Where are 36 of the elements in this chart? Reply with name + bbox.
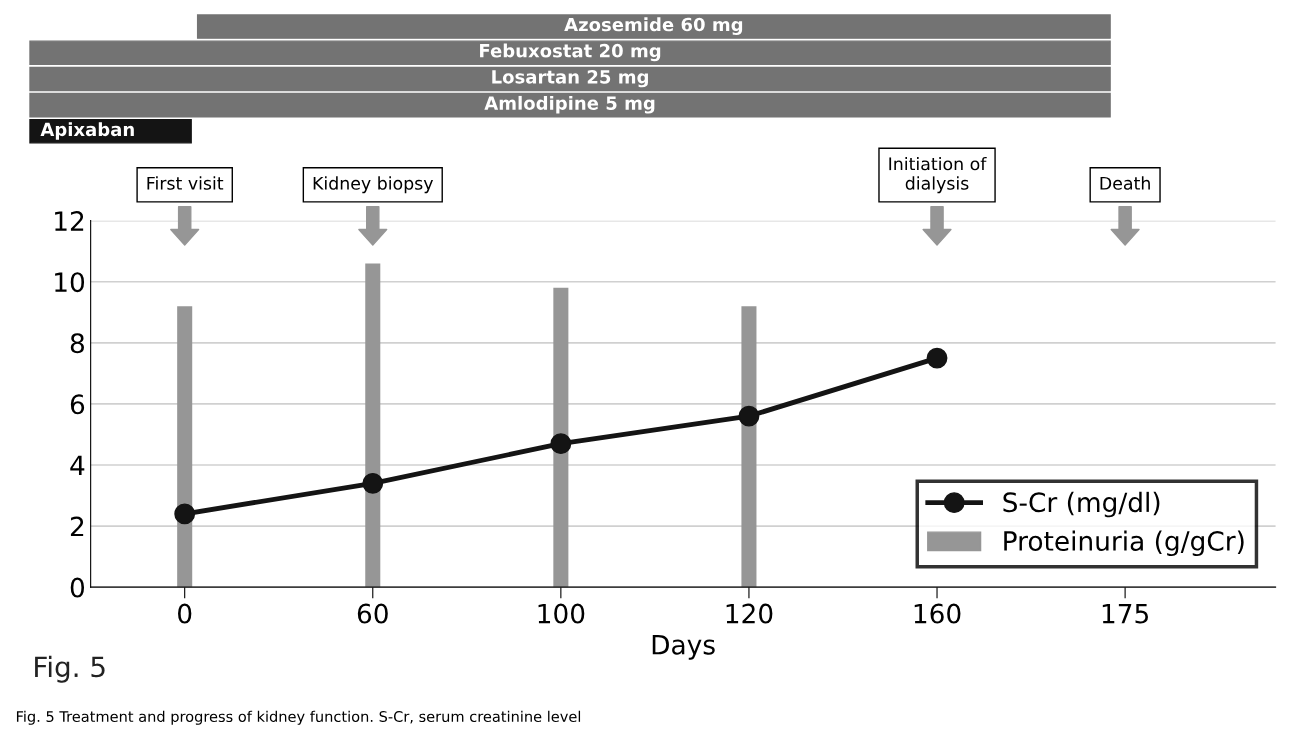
y-tick-label: 0 — [70, 577, 85, 598]
text: Febuxostat 20 mg — [480, 43, 661, 62]
point — [738, 405, 760, 427]
legend-label: S-Cr (mg/dl) — [1003, 491, 1160, 518]
point — [174, 503, 196, 525]
bar — [553, 287, 569, 588]
y-tick-label: 2 — [70, 516, 84, 537]
point — [550, 433, 572, 455]
y-tick-label: 10 — [55, 272, 85, 293]
text: Azosemide 60 mg — [564, 17, 743, 35]
y-tick-label: 6 — [70, 394, 85, 415]
x-tick-label: 100 — [538, 603, 585, 624]
y-tick-label: 4 — [70, 455, 85, 476]
x-tick-label: 160 — [914, 603, 961, 624]
y-tick-label: 12 — [55, 211, 84, 231]
point — [926, 347, 948, 369]
x-tick-label: 60 — [357, 603, 388, 624]
y-tick-label: 8 — [70, 333, 84, 354]
text: First visit — [147, 176, 224, 190]
x-tick-label: 175 — [1102, 603, 1148, 624]
bar — [177, 306, 193, 588]
x-tick-label: 120 — [726, 603, 773, 624]
text: Kidney biopsy — [313, 176, 434, 194]
text: Losartan 25 mg — [492, 69, 648, 88]
x-axis-title: Days — [652, 635, 715, 660]
point — [362, 472, 384, 494]
text: Initiation of dialysis — [889, 156, 987, 194]
text: Amlodipine 5 mg — [484, 95, 655, 114]
text: Death — [1100, 176, 1150, 190]
bar — [365, 263, 381, 588]
caption: Fig. 5 Treatment and progress of kidney function. S-Cr, serum creatinine level — [16, 710, 581, 725]
x-tick-label: 0 — [178, 603, 192, 624]
text: Apixaban — [40, 122, 134, 140]
bar — [741, 306, 757, 588]
caption: Fig. 5 — [35, 655, 105, 683]
legend-label: Proteinuria (g/gCr) — [1004, 530, 1244, 557]
